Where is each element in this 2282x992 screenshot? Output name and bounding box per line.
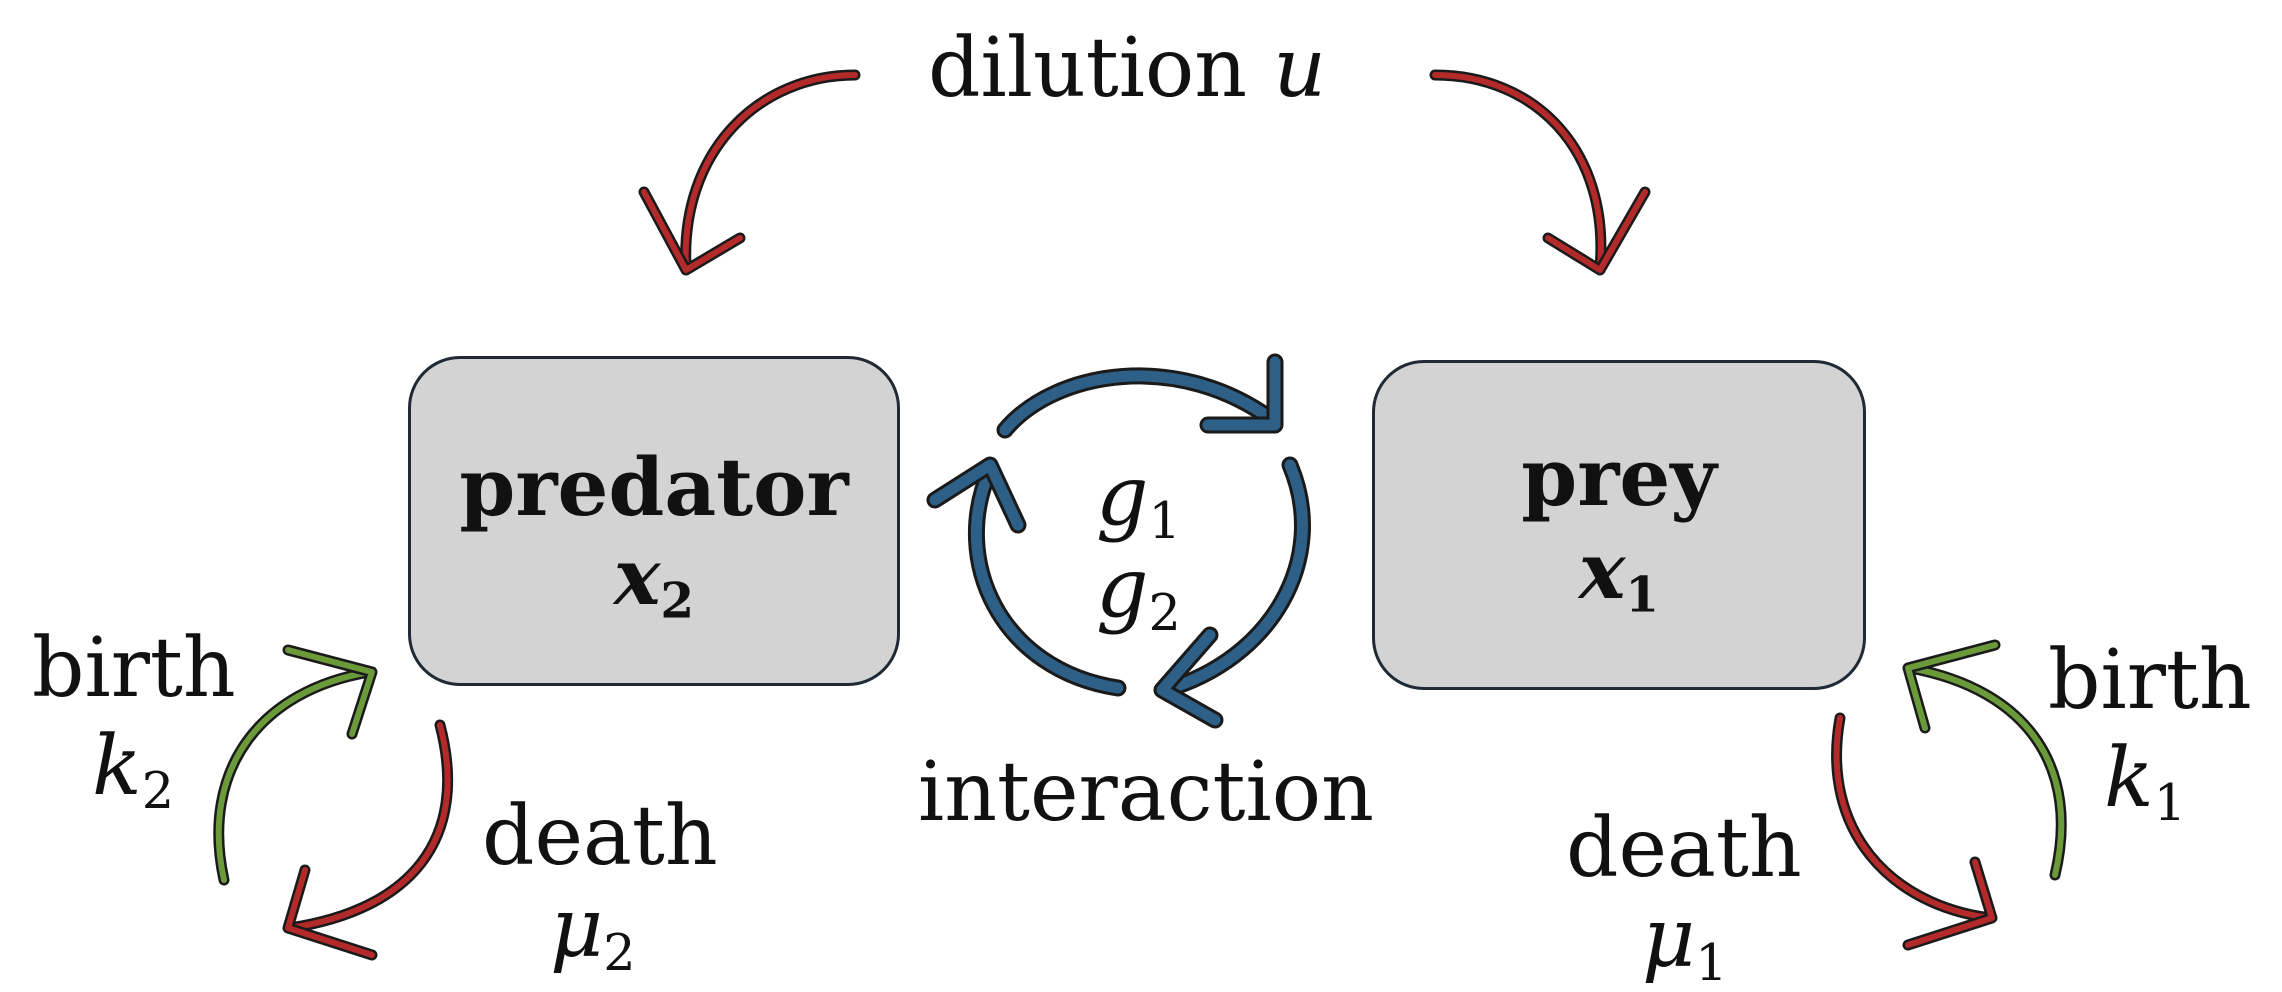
- dilution-label: dilution u: [928, 28, 1326, 110]
- interaction-label: interaction: [918, 745, 1374, 840]
- predator-title: predator: [459, 440, 849, 534]
- g1-label: g1: [1096, 449, 1181, 551]
- prey-birth-label: birth: [2048, 633, 2252, 728]
- prey-birth-arrow: [1902, 639, 2067, 881]
- prey-death-rate: μ1: [1642, 891, 1728, 992]
- predator-birth-label: birth: [32, 621, 236, 716]
- predator-death-label: death: [482, 789, 718, 884]
- prey-death-label: death: [1566, 801, 1802, 896]
- g2-label: g2: [1096, 541, 1181, 643]
- prey-birth-rate: k1: [2104, 731, 2187, 833]
- predator-variable: x2: [613, 532, 695, 630]
- interaction-cycle-arrows: [926, 353, 1311, 729]
- prey-death-arrow: [1831, 712, 1998, 951]
- predator-death-arrow: [282, 719, 454, 961]
- prey-title: prey: [1521, 430, 1717, 524]
- predator-death-rate: μ2: [550, 881, 636, 983]
- predator-box: predator x2: [408, 356, 900, 686]
- dilution-to-predator-arrow: [638, 69, 861, 276]
- dilution-to-prey-arrow: [1429, 69, 1651, 276]
- dilution-symbol: u: [1273, 21, 1327, 116]
- predator-birth-rate: k2: [92, 719, 175, 821]
- dilution-text: dilution: [928, 21, 1248, 116]
- prey-box: prey x1: [1372, 360, 1866, 690]
- predator-birth-arrow: [213, 644, 378, 886]
- prey-variable: x1: [1578, 526, 1660, 624]
